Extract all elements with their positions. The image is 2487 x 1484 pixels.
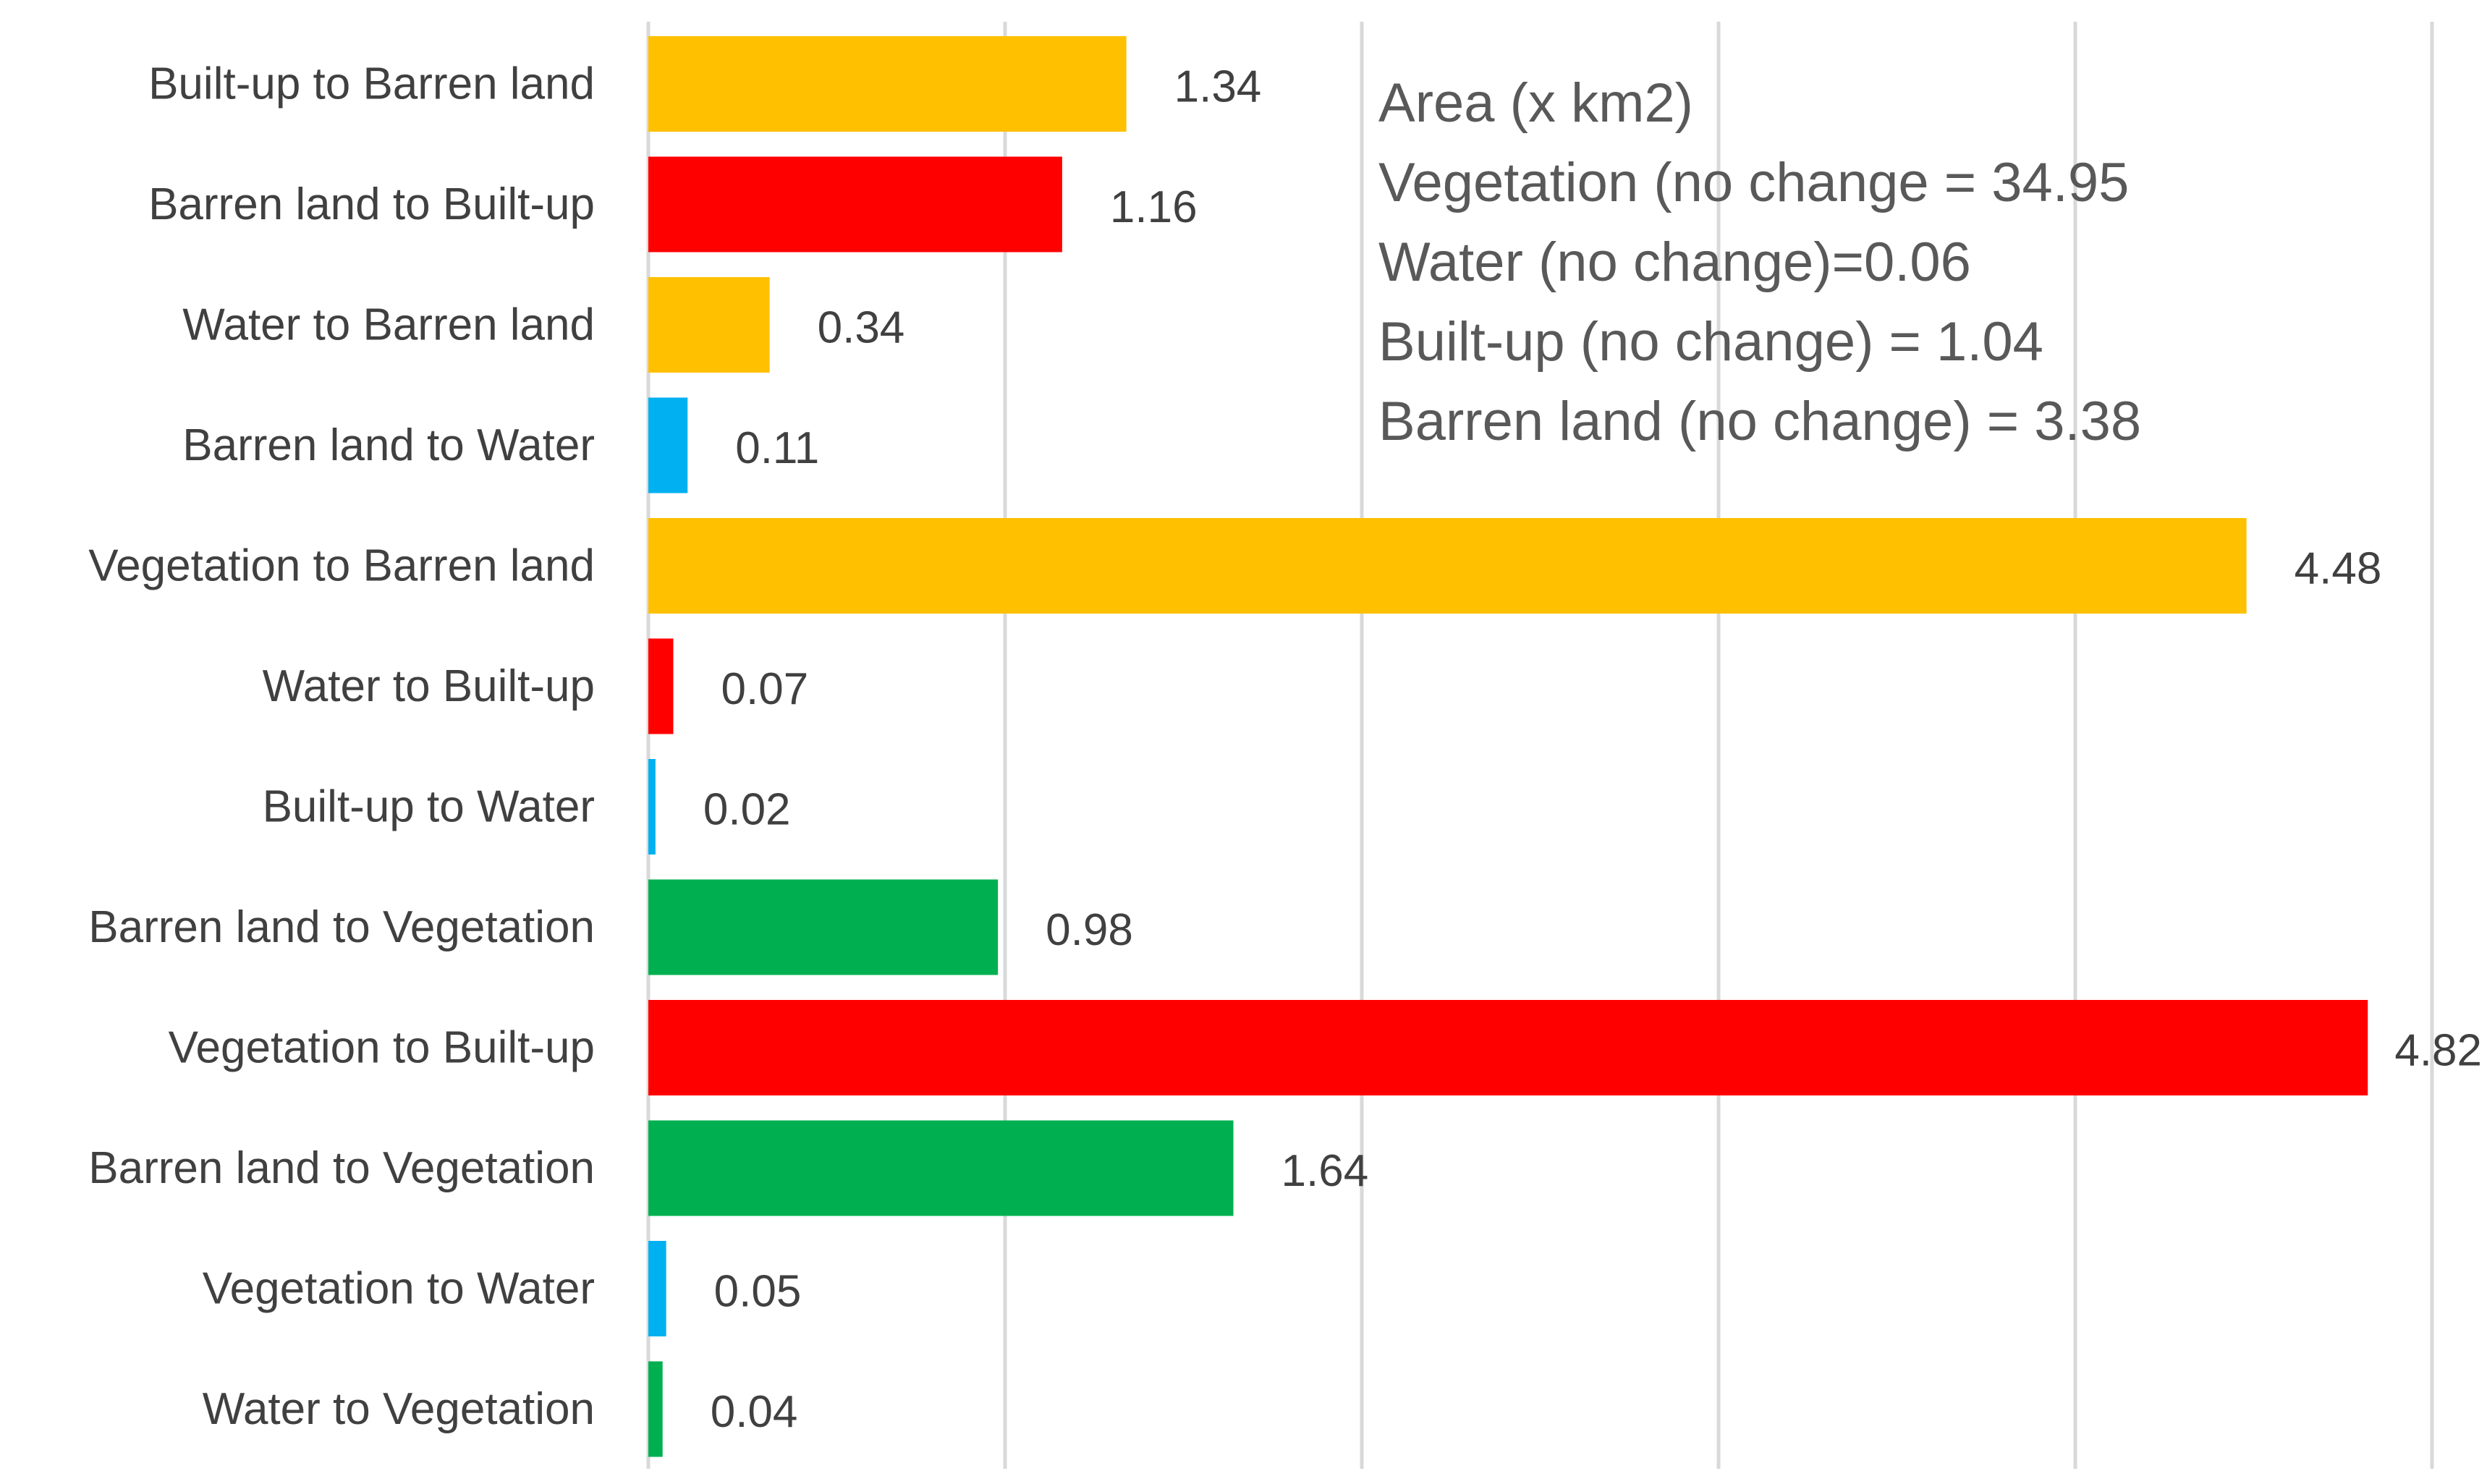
bar-6: [648, 759, 656, 855]
bar-11: [648, 1361, 663, 1457]
category-label-8: Vegetation to Built-up: [169, 1023, 595, 1073]
value-label-10: 0.05: [714, 1267, 802, 1317]
annotation-line-vegetation: Vegetation (no change = 34.95: [1378, 152, 2130, 213]
bar-10: [648, 1241, 666, 1336]
category-label-4: Vegetation to Barren land: [88, 541, 595, 591]
category-label-6: Built-up to Water: [263, 782, 595, 832]
category-label-5: Water to Built-up: [263, 661, 595, 711]
category-label-7: Barren land to Vegetation: [88, 902, 595, 952]
annotation-line-built-up: Built-up (no change) = 1.04: [1378, 311, 2043, 373]
bar-9: [648, 1120, 1234, 1216]
category-label-10: Vegetation to Water: [203, 1264, 595, 1314]
category-label-0: Built-up to Barren land: [148, 59, 595, 109]
value-label-2: 0.34: [818, 303, 905, 353]
value-label-11: 0.04: [711, 1387, 798, 1437]
value-label-6: 0.02: [703, 785, 791, 835]
value-label-1: 1.16: [1110, 182, 1198, 232]
bar-4: [648, 518, 2247, 614]
value-label-3: 0.11: [735, 423, 819, 473]
value-label-7: 0.98: [1046, 905, 1133, 955]
value-label-8: 4.82: [2394, 1026, 2482, 1076]
value-label-4: 4.48: [2295, 544, 2382, 594]
bar-1: [648, 156, 1062, 253]
annotation-line-water: Water (no change)=0.06: [1378, 232, 1971, 293]
gridlines: [646, 22, 2434, 1469]
bar-2: [648, 277, 770, 373]
annotation-line-title: Area (x km2): [1378, 72, 1693, 134]
bar-0: [648, 36, 1127, 132]
value-label-5: 0.07: [721, 664, 809, 714]
value-labels: 1.34 1.16 0.34 0.11 4.48 0.07 0.02 0.98 4.82 1.64…: [703, 62, 2482, 1438]
value-label-9: 1.64: [1281, 1146, 1369, 1196]
value-label-0: 1.34: [1174, 62, 1262, 112]
bar-8: [648, 1000, 2368, 1095]
category-label-9: Barren land to Vegetation: [88, 1143, 595, 1193]
category-labels: Built-up to Barren land Barren land to Bu…: [88, 59, 595, 1435]
bar-3: [648, 397, 688, 493]
category-label-1: Barren land to Built-up: [148, 179, 595, 229]
area-annotation: Area (x km2) Vegetation (no change = 34.…: [1378, 64, 2141, 462]
annotation-line-barren-land: Barren land (no change) = 3.38: [1378, 391, 2142, 452]
bar-7: [648, 879, 999, 975]
bar-5: [648, 638, 674, 734]
category-label-11: Water to Vegetation: [203, 1384, 595, 1434]
bars: [648, 36, 2368, 1457]
category-label-2: Water to Barren land: [182, 300, 595, 350]
category-label-3: Barren land to Water: [182, 420, 595, 470]
